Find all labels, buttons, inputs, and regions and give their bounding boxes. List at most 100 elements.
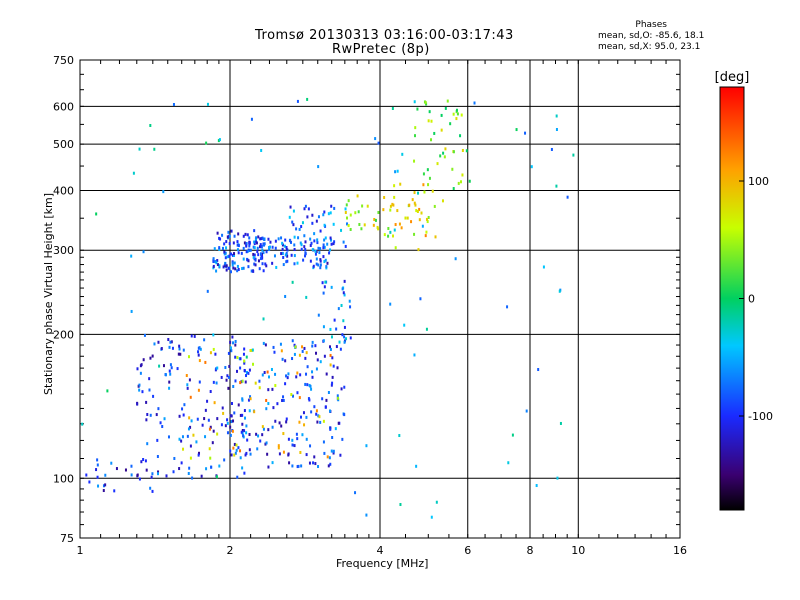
data-point	[317, 263, 320, 267]
data-point	[229, 346, 232, 350]
y-axis-label: Stationary phase Virtual Height [km]	[42, 192, 55, 395]
data-point	[525, 409, 528, 413]
data-point	[331, 436, 334, 440]
data-point	[168, 345, 171, 349]
data-point	[228, 254, 231, 258]
data-point	[319, 259, 322, 263]
data-point	[418, 218, 421, 222]
data-point	[555, 127, 558, 131]
data-point	[398, 434, 401, 438]
data-point	[157, 407, 160, 411]
data-point	[240, 430, 243, 434]
data-point	[287, 452, 290, 456]
data-point	[228, 234, 231, 238]
x-axis-label: Frequency [MHz]	[336, 557, 429, 570]
data-point	[237, 251, 240, 255]
data-point	[260, 245, 263, 249]
data-point	[155, 413, 158, 417]
data-point	[309, 259, 312, 263]
data-point	[236, 264, 239, 268]
data-point	[217, 139, 220, 143]
x-tick-label: 16	[673, 544, 687, 557]
data-point	[383, 233, 386, 237]
data-point	[246, 233, 249, 237]
data-point	[189, 395, 192, 399]
data-point	[337, 307, 340, 311]
data-point	[330, 285, 333, 289]
data-point	[290, 253, 293, 257]
data-point	[176, 367, 179, 371]
data-point	[414, 134, 417, 138]
data-point	[305, 415, 308, 419]
data-point	[316, 358, 319, 362]
data-point	[242, 234, 245, 238]
data-point	[346, 222, 349, 226]
data-point	[319, 258, 322, 262]
data-point	[243, 429, 246, 433]
data-point	[301, 349, 304, 353]
data-point	[287, 372, 290, 376]
data-point	[365, 444, 368, 448]
data-point	[138, 388, 141, 392]
data-point	[257, 434, 260, 438]
data-point	[284, 253, 287, 257]
data-point	[180, 461, 183, 465]
data-point	[265, 441, 268, 445]
data-point	[248, 409, 251, 413]
data-point	[243, 471, 246, 475]
data-point	[258, 379, 261, 383]
data-point	[417, 248, 420, 252]
data-point	[212, 259, 215, 263]
data-point	[265, 264, 268, 268]
data-point	[198, 451, 201, 455]
data-point	[316, 241, 319, 245]
data-point	[214, 260, 217, 264]
data-point	[343, 335, 346, 339]
data-point	[153, 342, 156, 346]
data-point	[252, 255, 255, 259]
data-point	[268, 248, 271, 252]
data-point	[233, 261, 236, 265]
data-point	[294, 345, 297, 349]
data-point	[452, 187, 455, 191]
data-point	[306, 383, 309, 387]
data-point	[391, 106, 394, 110]
data-point	[280, 424, 283, 428]
data-point	[345, 203, 348, 207]
data-point	[252, 269, 255, 273]
data-point	[178, 414, 181, 418]
data-point	[315, 219, 318, 223]
data-point	[324, 258, 327, 262]
data-point	[307, 207, 310, 211]
data-point	[299, 450, 302, 454]
data-point	[425, 102, 428, 106]
data-point	[285, 417, 288, 421]
data-point	[281, 251, 284, 255]
data-point	[149, 356, 152, 360]
data-point	[247, 259, 250, 263]
data-point	[427, 216, 430, 220]
data-point	[245, 431, 248, 435]
data-point	[239, 449, 242, 453]
data-point	[136, 473, 139, 477]
data-point	[248, 236, 251, 240]
y-tick-label: 750	[53, 54, 74, 67]
data-point	[262, 427, 265, 431]
data-point	[216, 231, 219, 235]
data-point	[465, 149, 468, 153]
data-point	[326, 242, 329, 246]
phase-stats: Phases mean, sd,O: -85.6, 18.1 mean, sd,…	[598, 20, 704, 53]
data-point	[315, 351, 318, 355]
data-point	[151, 489, 154, 493]
data-point	[360, 227, 363, 231]
data-point	[130, 473, 133, 477]
data-point	[252, 252, 255, 256]
data-point	[413, 232, 416, 236]
data-point	[310, 410, 313, 414]
data-point	[400, 226, 403, 230]
data-point	[281, 243, 284, 247]
data-point	[324, 405, 327, 409]
data-point	[158, 364, 161, 368]
data-point	[232, 266, 235, 270]
data-point	[169, 372, 172, 376]
